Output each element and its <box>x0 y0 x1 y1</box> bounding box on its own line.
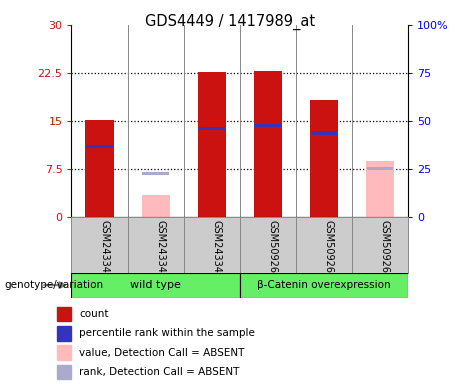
Text: GDS4449 / 1417989_at: GDS4449 / 1417989_at <box>145 13 316 30</box>
Bar <box>366 167 393 170</box>
Bar <box>86 145 113 148</box>
Text: GSM243347: GSM243347 <box>156 220 165 279</box>
Bar <box>57 326 71 341</box>
Text: GSM509262: GSM509262 <box>380 220 390 279</box>
Bar <box>142 172 169 175</box>
FancyBboxPatch shape <box>240 273 408 298</box>
Text: β-Catenin overexpression: β-Catenin overexpression <box>257 280 390 290</box>
Bar <box>57 346 71 360</box>
Bar <box>254 124 281 127</box>
Text: GSM243348: GSM243348 <box>212 220 222 279</box>
Bar <box>198 127 225 131</box>
Bar <box>57 307 71 321</box>
Bar <box>254 71 282 217</box>
Text: GSM243346: GSM243346 <box>100 220 110 279</box>
Text: value, Detection Call = ABSENT: value, Detection Call = ABSENT <box>79 348 245 358</box>
FancyBboxPatch shape <box>71 273 240 298</box>
Bar <box>142 195 170 217</box>
Text: GSM509260: GSM509260 <box>268 220 278 279</box>
Text: rank, Detection Call = ABSENT: rank, Detection Call = ABSENT <box>79 367 240 377</box>
Bar <box>310 101 338 217</box>
Text: GSM509261: GSM509261 <box>324 220 334 279</box>
Text: percentile rank within the sample: percentile rank within the sample <box>79 328 255 338</box>
Bar <box>85 120 113 217</box>
Bar <box>311 131 337 135</box>
Text: count: count <box>79 309 109 319</box>
Bar <box>198 72 226 217</box>
Text: wild type: wild type <box>130 280 181 290</box>
Bar <box>366 161 394 217</box>
Text: genotype/variation: genotype/variation <box>5 280 104 290</box>
Bar <box>57 365 71 379</box>
